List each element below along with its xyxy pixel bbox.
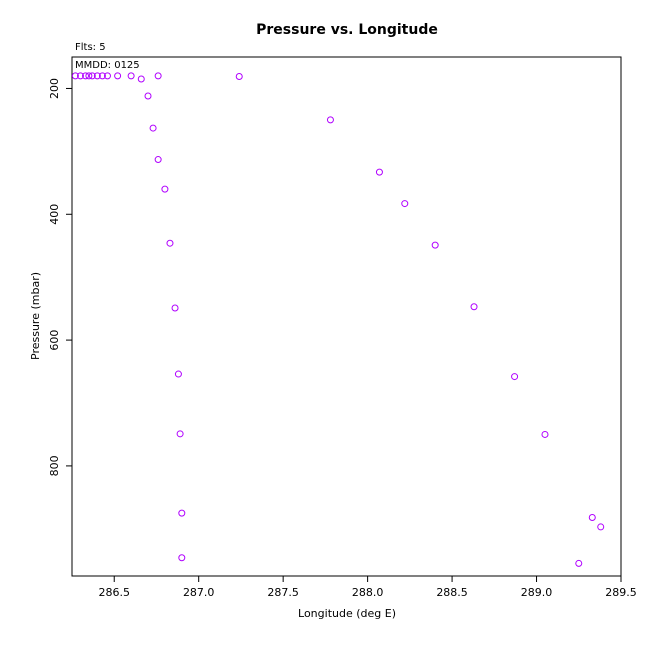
x-tick-label: 288.5 xyxy=(436,586,468,599)
y-axis-label: Pressure (mbar) xyxy=(29,272,42,360)
data-point xyxy=(575,559,583,567)
x-tick-label: 288.0 xyxy=(352,586,384,599)
x-tick-label: 289.5 xyxy=(605,586,637,599)
data-point xyxy=(511,373,519,381)
y-tick-label: 800 xyxy=(48,455,61,476)
data-point xyxy=(127,72,135,80)
data-point xyxy=(431,241,439,249)
y-axis: 200 400 600 800 xyxy=(48,78,72,476)
data-point xyxy=(178,554,186,562)
x-tick-label: 286.5 xyxy=(98,586,130,599)
date-annotation: MMDD: 0125 xyxy=(75,60,140,71)
data-point xyxy=(174,370,182,378)
y-tick-label: 200 xyxy=(48,78,61,99)
data-point xyxy=(76,72,84,80)
data-point xyxy=(85,72,93,80)
data-point xyxy=(401,200,409,208)
data-point xyxy=(149,124,157,132)
chart-title: Pressure vs. Longitude xyxy=(256,22,438,38)
data-point xyxy=(71,72,79,80)
y-tick-label: 600 xyxy=(48,330,61,351)
data-point xyxy=(597,523,605,531)
data-point xyxy=(541,430,549,438)
x-tick-label: 287.5 xyxy=(267,586,299,599)
x-axis: 286.5 287.0 287.5 288.0 288.5 289.0 289.5 xyxy=(98,576,637,599)
data-point xyxy=(154,72,162,80)
x-tick-label: 289.0 xyxy=(521,586,553,599)
data-point xyxy=(326,116,334,124)
data-point xyxy=(114,72,122,80)
data-point xyxy=(470,303,478,311)
data-point xyxy=(98,72,106,80)
data-point xyxy=(375,168,383,176)
data-point xyxy=(103,72,111,80)
data-point xyxy=(161,185,169,193)
data-point xyxy=(154,156,162,164)
x-tick-label: 287.0 xyxy=(183,586,215,599)
data-point xyxy=(82,72,90,80)
plot-area-frame xyxy=(71,56,622,577)
data-point xyxy=(144,92,152,100)
data-point xyxy=(176,430,184,438)
data-point xyxy=(137,75,145,83)
flights-annotation: Flts: 5 xyxy=(75,42,106,53)
data-point xyxy=(93,72,101,80)
data-point xyxy=(171,304,179,312)
data-point xyxy=(178,509,186,517)
data-point xyxy=(588,513,596,521)
x-axis-label: Longitude (deg E) xyxy=(298,607,396,620)
data-point xyxy=(235,73,243,81)
data-points xyxy=(71,72,605,567)
data-point xyxy=(166,239,174,247)
data-point xyxy=(88,72,96,80)
y-tick-label: 400 xyxy=(48,204,61,225)
